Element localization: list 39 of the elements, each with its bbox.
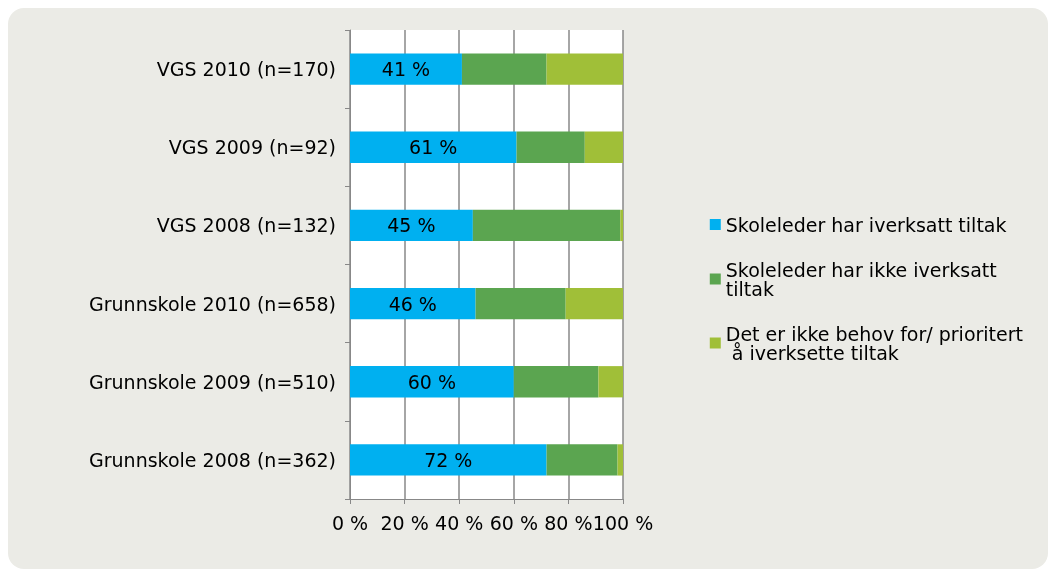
data-label: 46 % <box>388 292 437 315</box>
bar <box>350 209 473 242</box>
data-label: 41 % <box>381 58 431 81</box>
bar <box>516 131 585 163</box>
x-tick-label: 40 % <box>435 511 484 534</box>
bar <box>584 131 623 163</box>
x-tick-label: 80 % <box>544 511 593 534</box>
data-label: 61 % <box>409 136 458 159</box>
bar <box>598 366 623 398</box>
bar <box>513 366 599 398</box>
x-tick-label: 60 % <box>489 511 538 534</box>
legend-label: Skoleleder har ikke iverksatt tiltak <box>725 258 1003 300</box>
y-tick-label: VGS 2010 (n=170) <box>156 58 336 81</box>
x-tick-label: 0 % <box>331 511 369 534</box>
bar <box>475 287 566 320</box>
data-label: 72 % <box>424 448 473 471</box>
bar <box>565 287 623 320</box>
bar <box>461 53 547 85</box>
y-tick-label: Grunnskole 2008 (n=362) <box>89 448 336 471</box>
bar <box>472 209 621 242</box>
bar <box>350 366 514 398</box>
y-tick-label: Grunnskole 2010 (n=658) <box>89 292 336 315</box>
y-tick-label: Grunnskole 2009 (n=510) <box>89 370 336 393</box>
x-tick-label: 100 % <box>592 511 654 534</box>
bar <box>350 287 476 320</box>
data-label: 60 % <box>407 370 457 393</box>
bar <box>350 131 517 163</box>
bar <box>350 444 547 476</box>
legend-label: Det er ikke behov for/ prioritert å iverksette tiltak <box>725 322 1023 364</box>
legend-label: Skoleleder har iverksatt tiltak <box>725 213 1007 236</box>
bar <box>546 444 618 476</box>
data-label: 45 % <box>387 214 436 237</box>
x-tick-label: 20 % <box>380 511 429 534</box>
y-tick-label: VGS 2008 (n=132) <box>156 214 336 237</box>
bar <box>350 53 462 85</box>
bar <box>620 209 623 242</box>
bar <box>617 444 623 476</box>
bar <box>546 53 623 85</box>
y-tick-label: VGS 2009 (n=92) <box>168 136 336 159</box>
